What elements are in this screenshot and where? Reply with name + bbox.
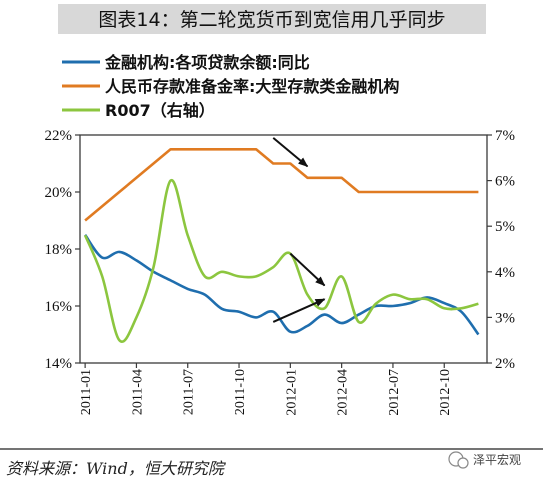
- plot-area: 14% 16% 18% 20% 22% 2% 3% 4% 5% 6% 7% 2011-01 2011-0…: [45, 128, 516, 416]
- annotation-arrow-2: [289, 252, 326, 287]
- y-right-tick-label: 4%: [495, 265, 515, 281]
- y-left-tick-label: 20%: [45, 185, 73, 201]
- legend-label-3: R007（右轴）: [105, 101, 215, 120]
- y-left-tick-label: 22%: [45, 128, 73, 144]
- y-right-tick-label: 5%: [495, 219, 515, 235]
- annotation-arrow-3: [272, 298, 326, 323]
- x-tick-label: 2011-07: [182, 369, 197, 415]
- source-note: 资料来源：Wind，恒大研究院: [6, 459, 227, 478]
- x-tick-label: 2012-04: [336, 369, 351, 416]
- series-line-3: [83, 179, 479, 343]
- title-bar: [58, 4, 486, 34]
- x-tick-label: 2012-07: [387, 369, 402, 416]
- x-tick-label: 2011-04: [130, 369, 145, 415]
- x-tick-label: 2012-01: [284, 369, 299, 416]
- y-right-tick-label: 2%: [495, 356, 515, 372]
- legend-label-2: 人民币存款准备金率:大型存款类金融机构: [105, 77, 399, 96]
- watermark-text: 泽平宏观: [473, 452, 521, 467]
- legend-label-1: 金融机构:各项贷款余额:同比: [104, 53, 310, 72]
- y-left-tick-label: 14%: [45, 356, 73, 372]
- y-right-tick-label: 3%: [495, 310, 515, 326]
- y-right-tick-label: 7%: [495, 128, 515, 144]
- series-line-2: [84, 148, 479, 222]
- y-left-tick-label: 18%: [45, 242, 73, 258]
- annotation-arrow-1: [272, 137, 309, 168]
- x-tick-label: 2011-10: [233, 369, 248, 415]
- watermark: 泽平宏观: [448, 451, 521, 469]
- x-tick-label: 2012-10: [438, 369, 453, 416]
- plot-frame: [79, 134, 488, 364]
- x-tick-label: 2011-01: [79, 369, 94, 415]
- series-line-1: [84, 234, 480, 336]
- wechat-icon-inner: [457, 457, 469, 469]
- y-right-tick-label: 6%: [495, 174, 515, 190]
- y-left-tick-label: 16%: [45, 299, 73, 315]
- figure-title: 图表14：第二轮宽货币到宽信用几乎同步: [98, 9, 445, 31]
